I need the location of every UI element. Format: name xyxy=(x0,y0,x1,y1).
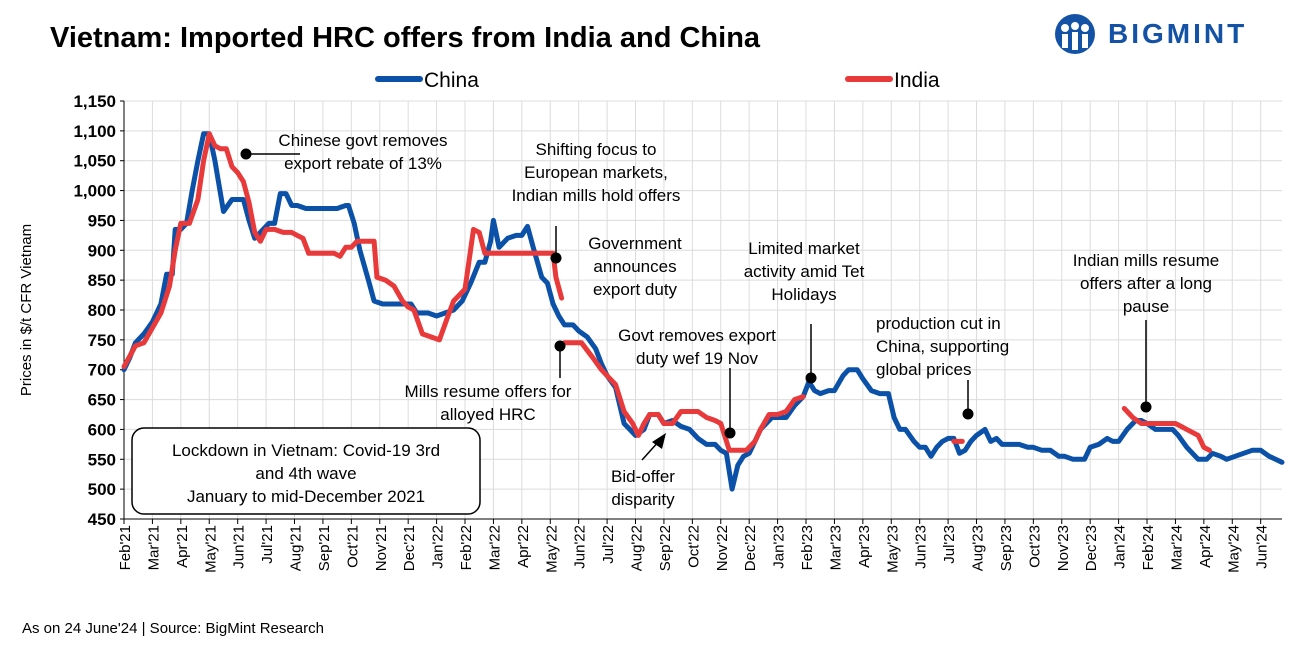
x-tick-label: Aug'22 xyxy=(629,525,646,571)
x-tick-label: Apr'22 xyxy=(515,525,532,568)
x-tick-label: Apr'24 xyxy=(1197,525,1214,568)
x-tick-label: Nov'22 xyxy=(714,525,731,571)
lockdown-annotation-box xyxy=(131,427,481,515)
x-tick-label: Dec'22 xyxy=(742,525,759,571)
annotation-text: China, supporting xyxy=(876,337,1009,356)
x-tick-label: Jun'24 xyxy=(1254,525,1271,569)
x-tick-label: May'22 xyxy=(543,525,560,573)
annotation-text: European markets, xyxy=(524,163,668,182)
y-tick-label: 1,050 xyxy=(73,152,116,171)
x-tick-label: Mar'22 xyxy=(486,525,503,570)
x-tick-label: May'24 xyxy=(1225,525,1242,573)
source-footer: As on 24 June'24 | Source: BigMint Resea… xyxy=(22,620,324,637)
y-tick-label: 1,100 xyxy=(73,122,116,141)
annotation-text: offers after a long xyxy=(1080,274,1212,293)
annotation-text: Mills resume offers for xyxy=(405,382,572,401)
annotation-text: disparity xyxy=(611,490,675,509)
annotation-text: export rebate of 13% xyxy=(284,154,442,173)
annotation-text: Shifting focus to xyxy=(536,140,657,159)
x-tick-label: Mar'23 xyxy=(827,525,844,570)
x-tick-label: May'21 xyxy=(202,525,219,573)
y-tick-label: 850 xyxy=(88,271,116,290)
y-tick-label: 900 xyxy=(88,241,116,260)
y-tick-label: 600 xyxy=(88,420,116,439)
x-tick-label: Feb'23 xyxy=(799,525,816,570)
x-tick-label: Feb'22 xyxy=(458,525,475,570)
x-tick-label: Dec'21 xyxy=(401,525,418,571)
chart-title: Vietnam: Imported HRC offers from India … xyxy=(50,22,761,54)
x-tick-label: Sep'22 xyxy=(657,525,674,571)
x-tick-label: May'23 xyxy=(884,525,901,573)
annotation-text: Indian mills hold offers xyxy=(512,186,681,205)
annotation-text: Govt removes export xyxy=(618,326,776,345)
annotation-text: production cut in xyxy=(876,314,1001,333)
x-tick-label: Dec'23 xyxy=(1083,525,1100,571)
x-tick-label: Jun'23 xyxy=(913,525,930,569)
annotation-text: activity amid Tet xyxy=(744,262,865,281)
y-axis-title: Prices in $/t CFR Vietnam xyxy=(18,224,35,396)
legend-label-india: India xyxy=(894,69,940,92)
x-tick-label: Nov'23 xyxy=(1055,525,1072,571)
x-tick-label: Aug'21 xyxy=(288,525,305,571)
annotation-text: and 4th wave xyxy=(255,464,356,483)
y-tick-label: 650 xyxy=(88,391,116,410)
annotation-text: Lockdown in Vietnam: Covid-19 3rd xyxy=(172,441,440,460)
bigmint-logo-icon xyxy=(1055,14,1095,54)
x-tick-label: Sep'21 xyxy=(316,525,333,571)
y-tick-label: 700 xyxy=(88,361,116,380)
annotation-text: export duty xyxy=(593,280,678,299)
annotation-text: Indian mills resume xyxy=(1073,251,1219,270)
annotation-text: announces xyxy=(593,257,676,276)
y-tick-label: 1,150 xyxy=(73,92,116,111)
india-series-line xyxy=(121,131,565,370)
x-tick-label: Oct'21 xyxy=(344,525,361,568)
india-series-line xyxy=(562,340,806,453)
x-tick-label: Apr'21 xyxy=(174,525,191,568)
annotation-text: pause xyxy=(1123,297,1169,316)
x-tick-label: Jun'22 xyxy=(572,525,589,569)
y-tick-label: 450 xyxy=(88,510,116,529)
x-tick-label: Sep'23 xyxy=(998,525,1015,571)
bigmint-logo-text: BIGMINT xyxy=(1108,18,1248,49)
x-tick-label: Oct'22 xyxy=(685,525,702,568)
x-tick-label: Mar'24 xyxy=(1168,525,1185,570)
annotation-arrowhead xyxy=(652,433,666,449)
y-tick-label: 800 xyxy=(88,301,116,320)
x-tick-label: Oct'23 xyxy=(1026,525,1043,568)
x-tick-label: Apr'23 xyxy=(856,525,873,568)
x-tick-label: Feb'21 xyxy=(117,525,134,570)
bigmint-logo: BIGMINT xyxy=(1052,12,1302,56)
india-series-line xyxy=(1121,406,1212,453)
y-tick-label: 500 xyxy=(88,480,116,499)
annotation-text: Government xyxy=(588,234,682,253)
x-tick-label: Aug'23 xyxy=(970,525,987,571)
y-tick-label: 550 xyxy=(88,450,116,469)
legend-label-china: China xyxy=(424,69,479,92)
annotation-text: January to mid-December 2021 xyxy=(187,487,425,506)
x-tick-label: Jan'23 xyxy=(771,525,788,569)
x-tick-label: Nov'21 xyxy=(373,525,390,571)
china-series-line xyxy=(121,131,1285,492)
x-tick-label: Jul'22 xyxy=(600,525,617,564)
annotation-text: Limited market xyxy=(748,239,860,258)
y-tick-label: 1,000 xyxy=(73,182,116,201)
annotation-text: global prices xyxy=(876,360,971,379)
y-tick-label: 750 xyxy=(88,331,116,350)
x-tick-label: Mar'21 xyxy=(145,525,162,570)
x-tick-label: Feb'24 xyxy=(1140,525,1157,570)
annotation-text: Chinese govt removes xyxy=(278,131,447,150)
annotation-text: Bid-offer xyxy=(611,467,675,486)
annotation-text: duty wef 19 Nov xyxy=(636,349,758,368)
x-tick-label: Jan'22 xyxy=(430,525,447,569)
x-tick-label: Jun'21 xyxy=(231,525,248,569)
annotation-text: alloyed HRC xyxy=(440,405,535,424)
x-tick-label: Jul'21 xyxy=(259,525,276,564)
y-tick-label: 950 xyxy=(88,211,116,230)
annotation-text: Holidays xyxy=(771,285,836,304)
x-tick-label: Jan'24 xyxy=(1112,525,1129,569)
x-tick-label: Jul'23 xyxy=(941,525,958,564)
